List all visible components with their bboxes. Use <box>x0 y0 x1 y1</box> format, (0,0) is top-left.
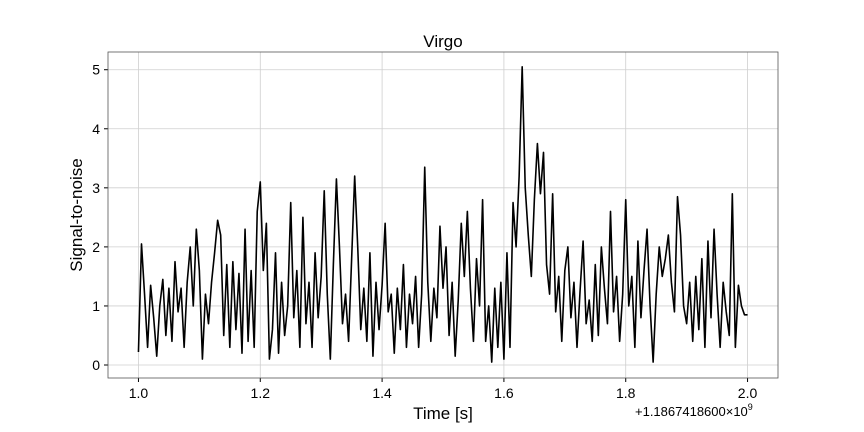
plot-frame <box>107 51 779 379</box>
x-offset-base: +1.1867418600×10 <box>635 404 748 419</box>
x-offset-exponent: 9 <box>748 402 753 412</box>
x-tick-label: 1.6 <box>494 385 514 401</box>
x-tick-label: 1.2 <box>251 385 271 401</box>
x-axis-label: Time [s] <box>413 404 473 423</box>
y-tick-label: 5 <box>92 62 100 78</box>
line <box>137 65 748 363</box>
y-axis-label: Signal-to-noise <box>67 158 86 271</box>
y-tick-label: 0 <box>92 357 100 373</box>
y-tick-label: 4 <box>92 121 100 137</box>
x-tick-label: 1.0 <box>129 385 149 401</box>
chart-title: Virgo <box>423 32 462 51</box>
y-tick-label: 3 <box>92 180 100 196</box>
x-tick-label: 1.4 <box>372 385 392 401</box>
y-tick-label: 1 <box>92 298 100 314</box>
x-tick-label: 1.8 <box>616 385 636 401</box>
y-tick-label: 2 <box>92 239 100 255</box>
x-offset: +1.1867418600×109 <box>635 402 753 419</box>
x-tick-label: 2.0 <box>738 385 758 401</box>
